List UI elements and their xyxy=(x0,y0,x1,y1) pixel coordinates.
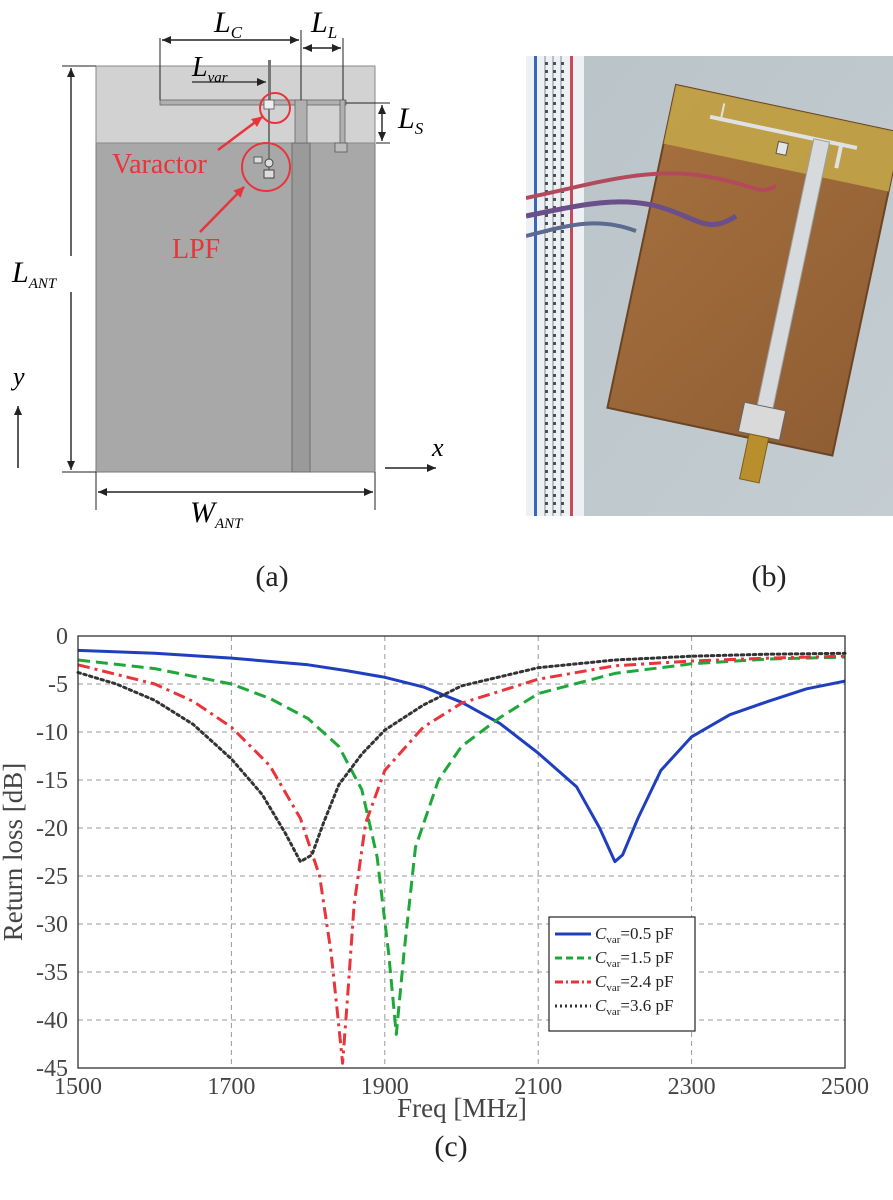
antenna-diagram: Varactor LPF LC LL Lvar LS LANT WANT y x xyxy=(8,6,444,530)
shorting-pad xyxy=(334,142,348,153)
legend-entry: Cvar=3.6 pF xyxy=(595,996,673,1018)
y-tick-label: -25 xyxy=(36,864,68,890)
caption-b: (b) xyxy=(751,560,787,593)
feed-strip xyxy=(291,142,311,473)
lpf-pad xyxy=(253,156,263,164)
ll-label: LL xyxy=(310,6,337,42)
axis-y-label: y xyxy=(10,362,25,391)
series-line-2 xyxy=(77,654,846,1065)
varactor-label: Varactor xyxy=(112,149,208,180)
caption-c: (c) xyxy=(434,1130,468,1163)
plot-frame xyxy=(77,635,846,1069)
ls-label: LS xyxy=(397,102,424,138)
lpf-inductor xyxy=(264,158,274,168)
radiator-arm xyxy=(159,99,347,106)
shorting-stub xyxy=(339,99,346,146)
y-tick-label: -5 xyxy=(48,672,68,698)
series-line-0 xyxy=(77,648,846,864)
varactor-highlight xyxy=(259,92,291,124)
y-tick-label: -10 xyxy=(36,720,68,746)
chart-series xyxy=(76,648,847,1065)
y-axis-label: Return loss [dB] xyxy=(0,763,28,942)
y-tick-label: -45 xyxy=(36,1056,68,1082)
x-tick-label: 2100 xyxy=(514,1074,562,1100)
legend-entry: Cvar=0.5 pF xyxy=(595,924,673,946)
varactor-body xyxy=(263,99,275,110)
lpf-highlight xyxy=(241,142,291,192)
legend-entry: Cvar=1.5 pF xyxy=(595,948,673,970)
y-tick-label: -20 xyxy=(36,816,68,842)
lvar-label: Lvar xyxy=(191,52,228,86)
want-label: WANT xyxy=(190,496,244,530)
y-tick-label: -40 xyxy=(36,1008,68,1034)
legend-entry: Cvar=2.4 pF xyxy=(595,972,673,994)
chart-ticks: 1500 1700 1900 2100 2300 2500 0 -5 -10 -15 -20 -25 -… xyxy=(36,624,869,1100)
series-line-1 xyxy=(77,655,846,1036)
legend-box xyxy=(548,916,696,1032)
varactor-line xyxy=(268,60,271,105)
axis-x-label: x xyxy=(431,433,444,462)
y-tick-label: 0 xyxy=(56,624,68,650)
series-line-3 xyxy=(76,651,847,864)
lpf-capacitor xyxy=(263,169,275,179)
prototype-photo xyxy=(526,56,893,516)
x-tick-label: 1900 xyxy=(361,1074,409,1100)
x-axis-label: Freq [MHz] xyxy=(397,1093,527,1123)
feed-riser xyxy=(294,99,308,144)
lpf-label: LPF xyxy=(172,234,220,265)
x-tick-label: 2500 xyxy=(821,1074,869,1100)
y-tick-label: -35 xyxy=(36,960,68,986)
x-tick-label: 1500 xyxy=(54,1074,102,1100)
y-tick-label: -30 xyxy=(36,912,68,938)
caption-a: (a) xyxy=(255,560,289,593)
lc-label: LC xyxy=(213,6,243,42)
y-tick-label: -15 xyxy=(36,768,68,794)
x-tick-label: 1700 xyxy=(207,1074,255,1100)
return-loss-chart: 1500 1700 1900 2100 2300 2500 0 -5 -10 -15 -20 -25 -… xyxy=(0,624,869,1123)
lant-label: LANT xyxy=(11,256,58,292)
x-tick-label: 2300 xyxy=(668,1074,716,1100)
